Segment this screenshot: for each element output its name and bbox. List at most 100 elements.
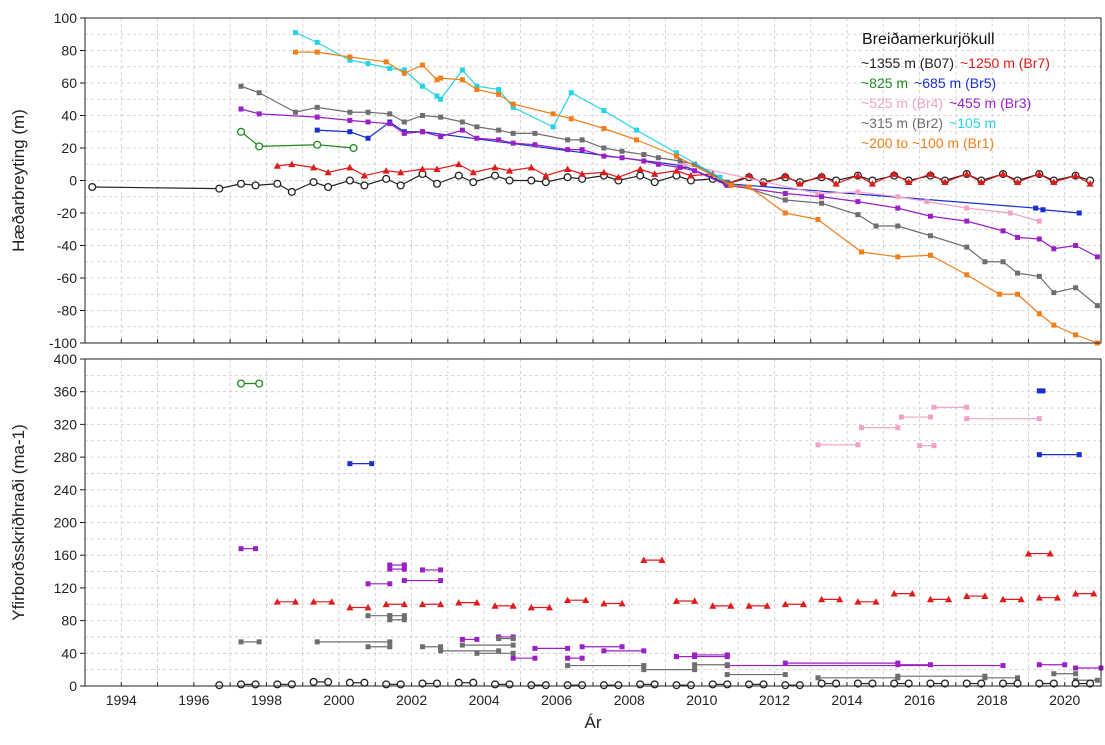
data-point-triangle: [324, 168, 332, 176]
bottom-y-tick-label: 40: [61, 645, 77, 661]
data-point-square: [387, 566, 393, 572]
data-point-square: [895, 662, 901, 668]
x-axis-title: Ár: [585, 713, 602, 732]
data-point-square: [256, 90, 262, 96]
data-point-square: [815, 191, 821, 196]
data-point-triangle: [545, 603, 554, 611]
legend-entry: ~105 m: [949, 115, 996, 131]
data-point-triangle: [1035, 594, 1043, 601]
data-point-square: [419, 62, 425, 68]
data-point-circle: [469, 178, 478, 187]
data-point-square: [510, 650, 516, 656]
data-point-circle: [418, 679, 427, 688]
data-point-square: [474, 83, 480, 89]
data-point-circle: [349, 143, 358, 153]
data-point-square: [401, 67, 407, 73]
data-point-square: [815, 675, 821, 681]
data-point-square: [434, 93, 440, 99]
data-point-square: [459, 127, 465, 133]
data-point-triangle: [346, 163, 354, 171]
data-point-square: [619, 644, 625, 650]
data-point-triangle: [273, 598, 281, 605]
data-point-triangle: [691, 597, 699, 604]
data-point-circle: [723, 680, 732, 689]
data-point-square: [532, 655, 538, 661]
data-point-triangle: [818, 595, 826, 603]
data-point-circle: [940, 679, 950, 688]
series-455-m-br3: [238, 106, 1100, 260]
data-point-square: [1051, 290, 1057, 296]
data-point-square: [474, 135, 480, 141]
data-point-square: [459, 636, 465, 642]
data-point-square: [1073, 332, 1079, 338]
data-point-square: [387, 613, 393, 619]
data-point-square: [1094, 254, 1100, 260]
series-525-m-br4: [681, 161, 1042, 224]
x-tick-label: 2004: [469, 692, 500, 708]
data-point-triangle: [1024, 549, 1033, 557]
data-point-square: [655, 161, 661, 167]
data-point-square: [510, 655, 516, 661]
data-point-square: [496, 91, 502, 97]
data-point-triangle: [397, 168, 405, 176]
data-point-square: [895, 194, 901, 200]
x-tick-label: 2000: [323, 692, 354, 708]
data-point-triangle: [658, 556, 666, 563]
data-point-square: [673, 654, 679, 660]
data-point-square: [724, 179, 730, 185]
data-point-square: [347, 461, 353, 467]
data-point-square: [724, 654, 730, 660]
data-point-triangle: [455, 599, 463, 606]
data-point-square: [782, 197, 788, 203]
x-tick-label: 1998: [251, 692, 282, 708]
data-point-square: [474, 650, 480, 656]
bottom-y-tick-label: 80: [61, 613, 77, 629]
data-point-triangle: [963, 592, 971, 599]
data-point-circle: [309, 677, 318, 686]
bottom-y-tick-label: 200: [54, 515, 78, 531]
data-point-square: [387, 121, 393, 127]
data-point-circle: [432, 179, 442, 188]
legend-entry: ~685 m (Br5): [914, 75, 996, 91]
data-point-circle: [236, 179, 246, 188]
data-point-square: [964, 244, 970, 250]
bottom-y-tick-label: 240: [54, 482, 78, 498]
legend: Breiðamerkurjökull ~1355 m (B07) ~1250 m …: [861, 31, 1050, 151]
data-point-triangle: [1017, 595, 1025, 603]
data-point-circle: [636, 680, 645, 689]
data-point-square: [601, 108, 607, 114]
data-point-square: [347, 117, 353, 123]
data-point-square: [238, 546, 244, 552]
data-point-square: [365, 109, 371, 115]
data-point-triangle: [640, 556, 648, 563]
data-point-square: [815, 217, 821, 222]
data-point-triangle: [854, 172, 862, 179]
data-point-square: [510, 642, 516, 648]
x-tick-label: 2014: [831, 692, 862, 708]
data-point-square: [677, 165, 683, 170]
data-point-square: [746, 184, 752, 190]
data-point-circle: [382, 680, 391, 689]
data-point-square: [931, 443, 937, 449]
data-point-triangle: [854, 598, 862, 605]
data-point-circle: [88, 182, 97, 192]
data-point-square: [1040, 388, 1046, 394]
data-point-square: [532, 130, 538, 136]
data-point-square: [496, 636, 502, 642]
data-point-triangle: [1050, 178, 1058, 186]
data-point-square: [873, 223, 879, 229]
data-point-circle: [817, 679, 826, 688]
x-tick-label: 1994: [106, 692, 137, 708]
data-point-triangle: [890, 170, 898, 177]
data-point-square: [401, 130, 407, 136]
data-point-square: [782, 191, 788, 196]
data-point-square: [401, 70, 407, 76]
data-point-square: [677, 158, 683, 164]
data-point-square: [532, 645, 538, 651]
data-point-circle: [1035, 679, 1044, 688]
data-point-square: [673, 153, 679, 159]
data-point-square: [550, 111, 556, 117]
data-point-square: [253, 546, 259, 552]
data-point-square: [641, 158, 647, 164]
data-point-square: [927, 252, 933, 258]
